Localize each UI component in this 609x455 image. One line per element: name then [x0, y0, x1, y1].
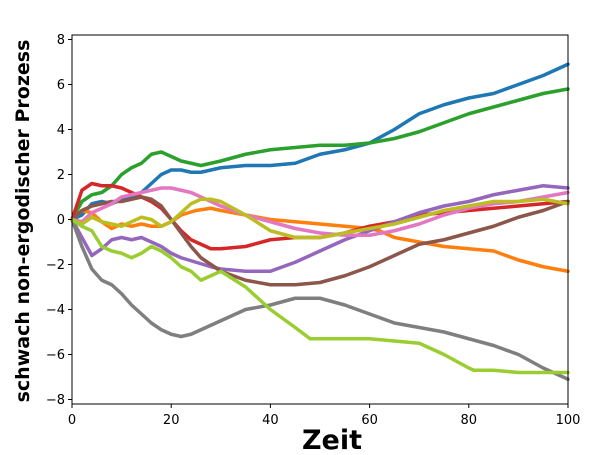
x-tick-label: 0	[68, 413, 76, 428]
series-line-7	[70, 186, 570, 237]
y-tick-label: −4	[46, 303, 65, 318]
series-line-10	[70, 217, 570, 375]
series-line-6	[70, 195, 570, 287]
y-tick-label: 8	[57, 33, 65, 48]
x-axis-ticks: 0 20 40 60 80 100	[68, 404, 581, 428]
y-tick-label: 0	[57, 213, 65, 228]
y-axis-label: schwach non-ergodischer Prozess	[12, 40, 34, 403]
x-tick-label: 100	[556, 413, 581, 428]
series-line-5	[70, 184, 570, 273]
x-tick-label: 40	[262, 413, 279, 428]
series-layer	[70, 62, 570, 381]
x-tick-label: 80	[461, 413, 478, 428]
y-tick-label: −6	[46, 348, 65, 363]
y-tick-label: 6	[57, 78, 65, 93]
x-axis-label: Zeit	[302, 425, 362, 455]
x-tick-label: 60	[361, 413, 378, 428]
series-line-9	[70, 197, 570, 240]
series-line-3	[70, 87, 570, 222]
y-axis-ticks: −8 −6 −4 −2 0 2 4 6 8	[46, 33, 72, 408]
x-tick-label: 20	[163, 413, 180, 428]
y-tick-label: 4	[57, 123, 65, 138]
series-line-8	[70, 217, 570, 381]
y-tick-label: 2	[57, 168, 65, 183]
y-tick-label: −8	[46, 393, 65, 408]
y-tick-label: −2	[46, 258, 65, 273]
